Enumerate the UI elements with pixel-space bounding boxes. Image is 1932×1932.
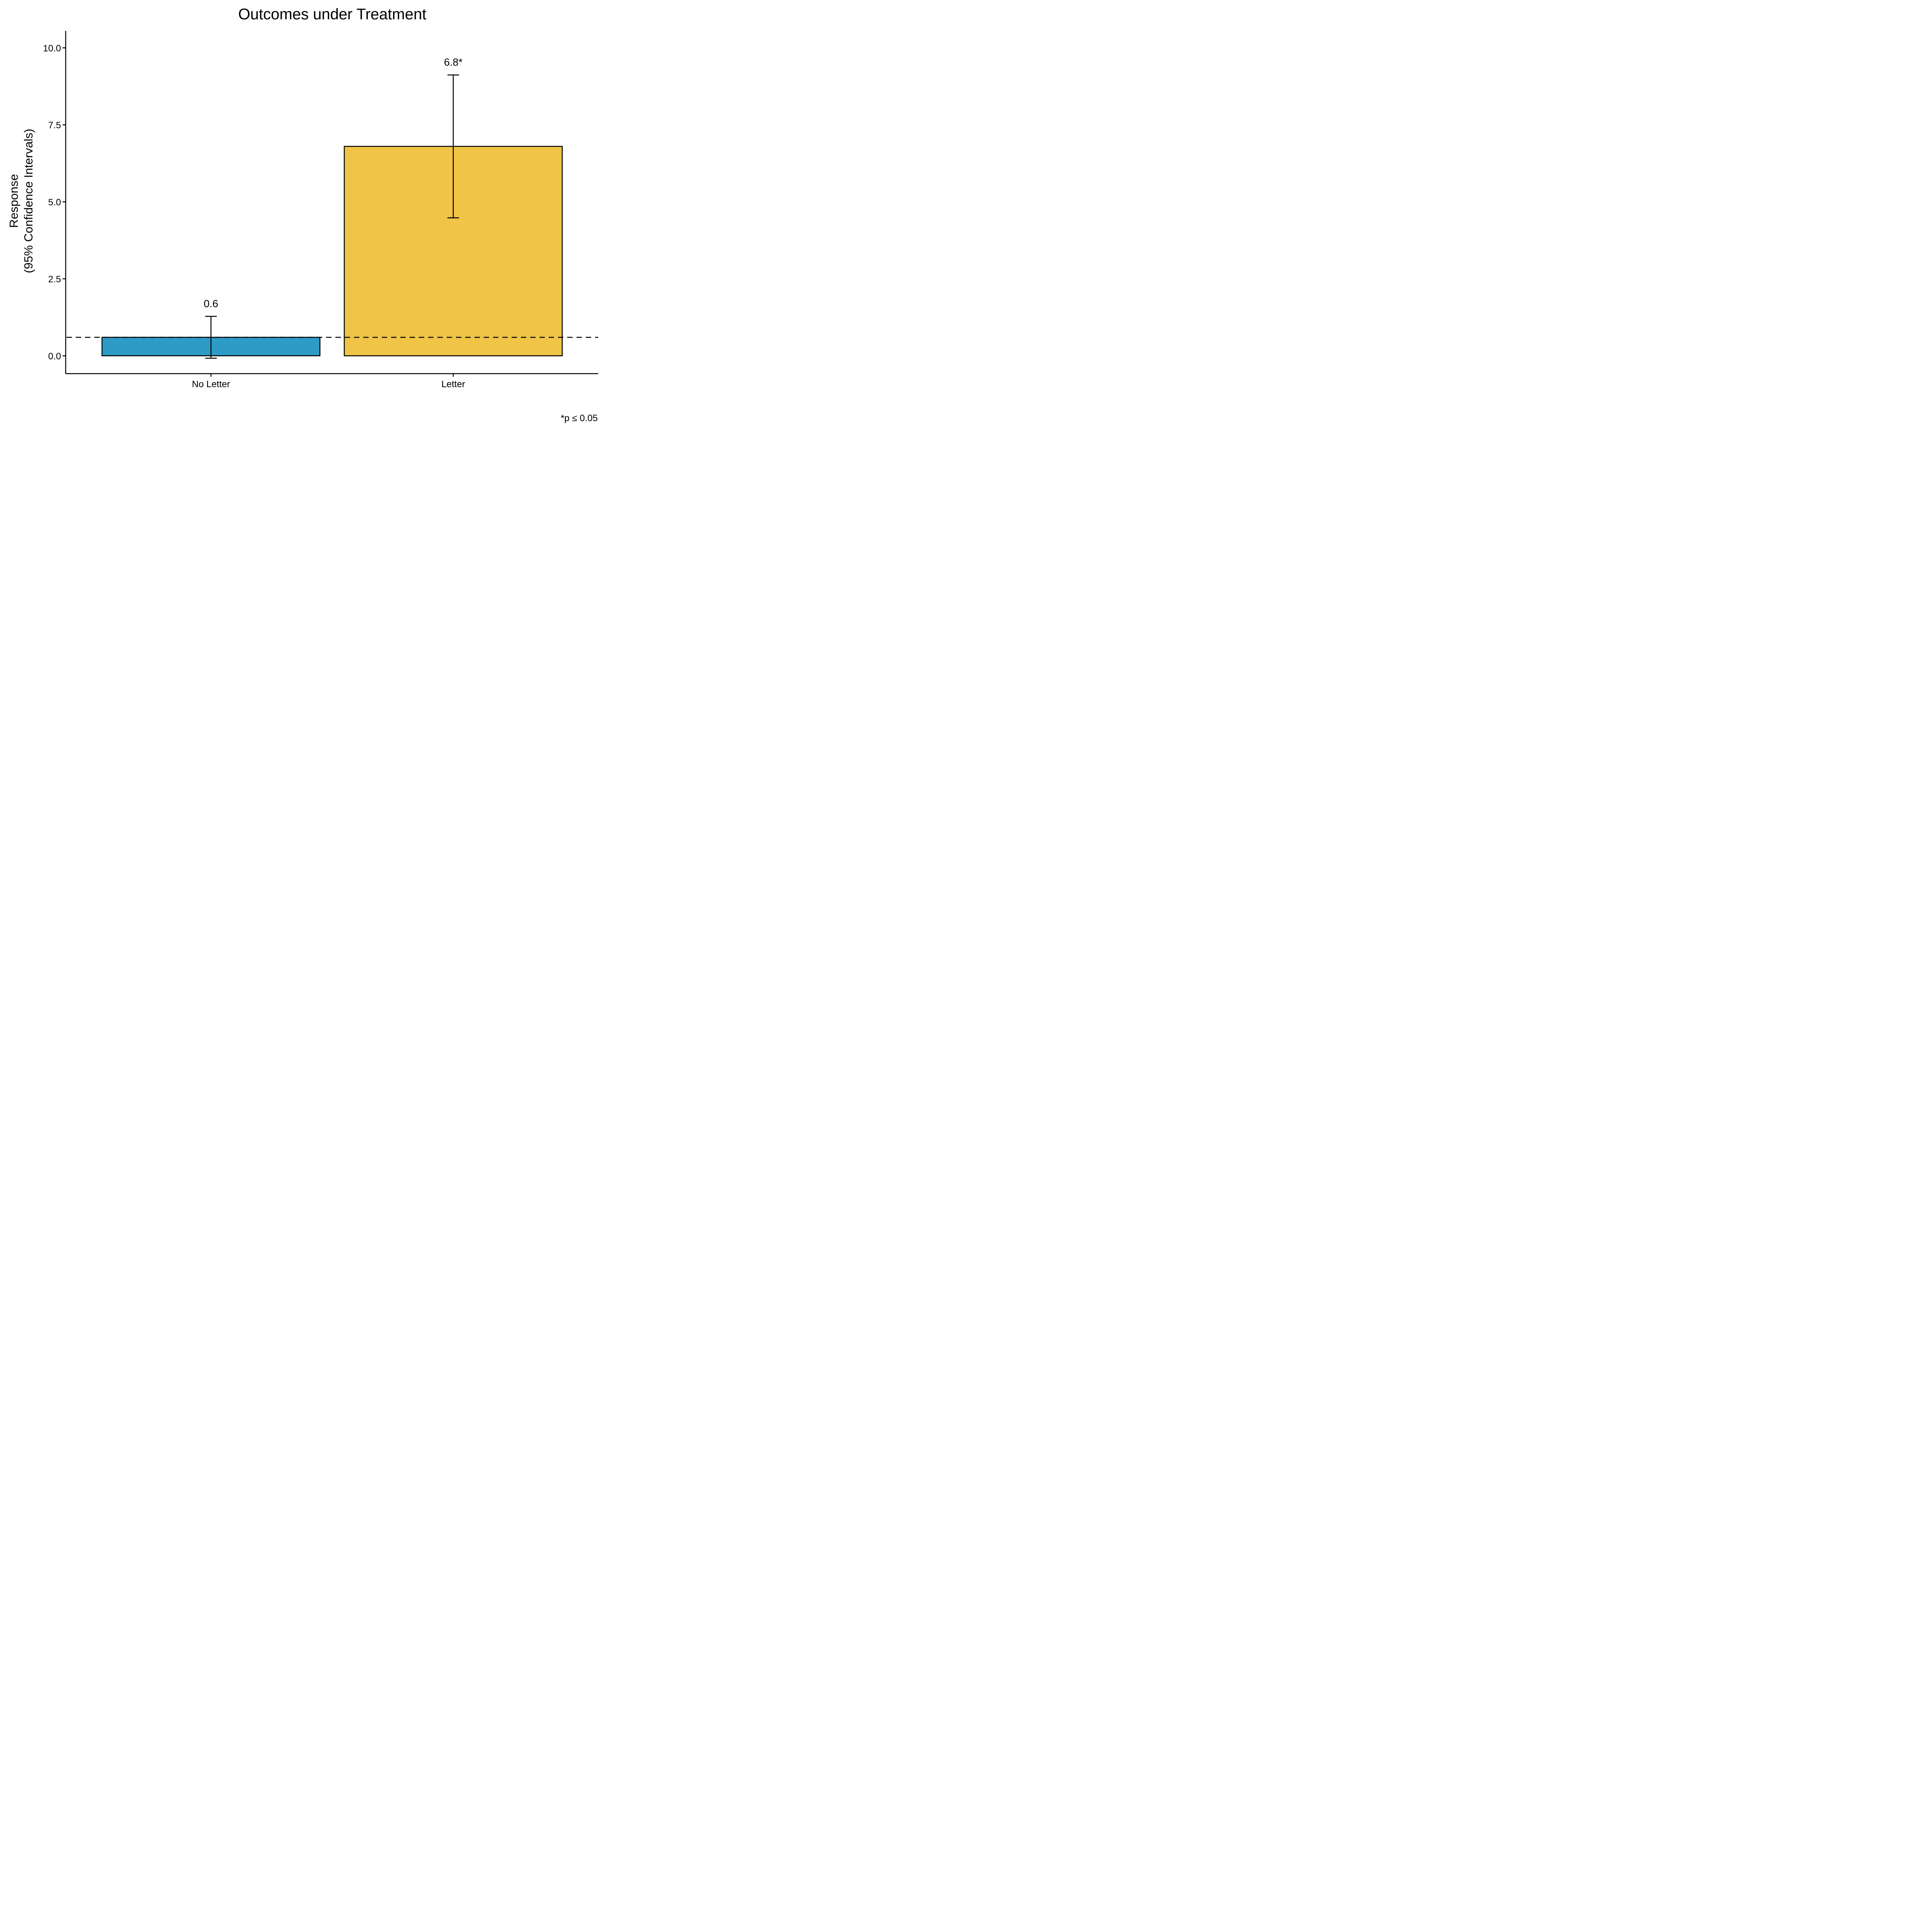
chart: Outcomes under Treatment Response (95% C…: [7, 6, 598, 423]
significance-footnote: *p ≤ 0.05: [561, 413, 598, 423]
data-label-letter: 6.8*: [444, 56, 463, 68]
y-axis-title-line-2: (95% Confidence Intervals): [22, 129, 35, 273]
x-tick-label: No Letter: [192, 379, 230, 389]
y-tick-label: 5.0: [48, 197, 61, 207]
y-tick-label: 10.0: [43, 43, 61, 54]
x-tick-label: Letter: [441, 379, 465, 389]
y-tick-label: 2.5: [48, 274, 61, 285]
y-tick-label: 0.0: [48, 351, 61, 362]
y-axis-title-line-1: Response: [7, 174, 20, 228]
chart-title: Outcomes under Treatment: [238, 6, 427, 23]
data-label-no-letter: 0.6: [204, 298, 218, 310]
y-tick-label: 7.5: [48, 120, 61, 131]
plot-area: 0.6 6.8* 0.0 2.5 5.0 7.5 10.0 No Letter Letter: [43, 31, 598, 389]
y-axis-title: Response (95% Confidence Intervals): [7, 129, 35, 273]
